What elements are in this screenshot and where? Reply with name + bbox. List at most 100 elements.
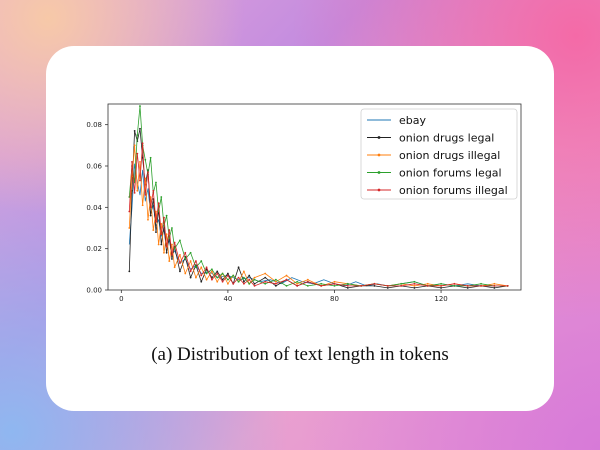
data-point — [149, 214, 152, 217]
legend-label: onion drugs illegal — [399, 149, 500, 162]
data-point — [216, 276, 219, 279]
data-point — [346, 284, 349, 287]
chart-root: 0.00 0.02 0.04 0.06 0.08 0 40 80 120 ebay onion dr… — [86, 103, 522, 303]
legend-marker — [377, 136, 381, 139]
data-point — [400, 282, 402, 285]
data-point — [147, 218, 149, 221]
data-point — [195, 260, 197, 262]
data-point — [264, 272, 267, 275]
data-point — [163, 216, 165, 219]
data-point — [493, 282, 496, 285]
data-point — [480, 284, 482, 287]
data-point — [147, 171, 149, 174]
data-point — [253, 284, 256, 287]
data-point — [253, 276, 256, 279]
data-point — [274, 280, 277, 283]
legend-label: onion forums illegal — [399, 184, 508, 197]
data-point — [168, 229, 171, 231]
data-point — [346, 287, 349, 289]
x-tick-label: 80 — [330, 295, 339, 303]
data-point — [237, 266, 240, 269]
data-point — [205, 266, 208, 269]
data-point — [133, 144, 136, 147]
data-point — [360, 284, 363, 287]
data-point — [171, 258, 173, 260]
legend-marker — [377, 153, 381, 157]
y-tick-label: 0.02 — [86, 245, 102, 253]
data-point — [466, 284, 469, 287]
data-point — [413, 287, 416, 289]
data-point — [333, 284, 336, 287]
data-point — [133, 191, 136, 194]
legend-label: ebay — [399, 114, 426, 127]
data-point — [157, 243, 160, 246]
data-point — [480, 282, 482, 285]
legend-box — [360, 108, 518, 200]
data-point — [296, 284, 299, 287]
data-point — [139, 127, 141, 130]
data-point — [242, 270, 245, 273]
y-tick-label: 0.06 — [86, 163, 102, 171]
data-point — [165, 245, 168, 248]
data-point — [346, 282, 349, 285]
data-point — [426, 282, 429, 285]
data-point — [211, 268, 213, 271]
data-point — [200, 280, 203, 283]
data-point — [165, 214, 168, 217]
data-point — [413, 282, 416, 285]
data-point — [237, 276, 240, 279]
y-tick-label: 0.04 — [86, 204, 102, 212]
data-point — [184, 272, 187, 275]
data-point — [296, 282, 299, 285]
data-point — [139, 160, 141, 163]
legend: ebay onion drugs legal onion drugs illegal… — [360, 108, 518, 200]
data-point — [440, 284, 442, 287]
data-point — [160, 233, 163, 236]
y-tick-label: 0.08 — [86, 121, 102, 129]
data-point — [139, 179, 141, 182]
data-point — [189, 251, 192, 254]
data-point — [274, 278, 277, 281]
data-point — [306, 284, 309, 287]
y-tick-label: 0.00 — [86, 287, 102, 295]
data-point — [168, 260, 171, 262]
data-point — [157, 202, 160, 205]
data-point — [285, 274, 288, 277]
legend-label: onion forums legal — [399, 167, 502, 180]
data-point — [253, 282, 256, 285]
data-point — [128, 270, 131, 273]
data-point — [248, 282, 251, 285]
data-point — [155, 231, 157, 234]
data-point — [139, 105, 141, 107]
data-point — [493, 284, 496, 287]
x-tick-label: 40 — [223, 295, 232, 303]
data-point — [221, 272, 224, 275]
data-point — [216, 280, 219, 283]
data-point — [155, 220, 157, 223]
data-point — [333, 280, 336, 283]
data-point — [333, 282, 336, 285]
data-point — [242, 280, 245, 283]
data-point — [453, 284, 456, 287]
data-point — [173, 247, 176, 250]
data-point — [160, 196, 163, 198]
data-point — [155, 181, 157, 184]
data-point — [320, 284, 323, 287]
data-point — [466, 287, 469, 289]
data-point — [211, 278, 213, 281]
data-point — [237, 280, 240, 283]
data-point — [285, 278, 288, 281]
data-point — [205, 272, 208, 275]
data-point — [136, 134, 139, 136]
data-point — [440, 287, 442, 289]
data-point — [131, 160, 133, 163]
data-point — [200, 274, 203, 277]
data-point — [179, 239, 181, 242]
data-point — [195, 266, 197, 269]
data-point — [149, 156, 152, 159]
data-point — [264, 280, 267, 283]
series-onion-forums-illegal — [128, 142, 509, 287]
data-point — [144, 158, 147, 161]
data-point — [493, 287, 496, 289]
